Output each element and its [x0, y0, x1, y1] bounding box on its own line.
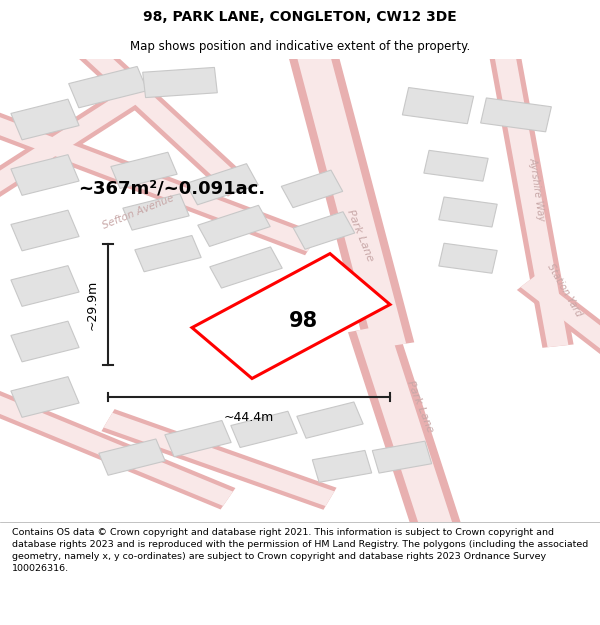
Polygon shape — [135, 236, 201, 272]
Polygon shape — [313, 451, 371, 482]
Polygon shape — [0, 104, 319, 255]
Text: ~44.4m: ~44.4m — [224, 411, 274, 424]
Polygon shape — [186, 164, 258, 205]
Polygon shape — [123, 194, 189, 230]
Polygon shape — [111, 152, 177, 189]
Text: ~29.9m: ~29.9m — [86, 279, 99, 329]
Polygon shape — [210, 247, 282, 288]
Polygon shape — [373, 441, 431, 473]
Polygon shape — [68, 66, 148, 108]
Polygon shape — [231, 411, 297, 447]
Polygon shape — [403, 88, 473, 124]
Polygon shape — [0, 90, 139, 195]
Polygon shape — [0, 107, 317, 252]
Polygon shape — [104, 412, 334, 506]
Polygon shape — [296, 48, 406, 349]
Polygon shape — [11, 321, 79, 362]
Polygon shape — [165, 421, 231, 457]
Text: Park Lane: Park Lane — [405, 379, 435, 434]
Polygon shape — [293, 212, 355, 249]
Polygon shape — [0, 87, 142, 198]
Text: 98, PARK LANE, CONGLETON, CW12 3DE: 98, PARK LANE, CONGLETON, CW12 3DE — [143, 9, 457, 24]
Polygon shape — [488, 48, 574, 348]
Polygon shape — [0, 385, 233, 506]
Polygon shape — [439, 243, 497, 273]
Text: Station Yard: Station Yard — [545, 262, 583, 319]
Polygon shape — [439, 197, 497, 227]
Polygon shape — [82, 45, 248, 194]
Polygon shape — [11, 377, 79, 418]
Polygon shape — [356, 324, 454, 534]
Polygon shape — [494, 49, 568, 348]
Text: Sefton Avenue: Sefton Avenue — [101, 193, 175, 231]
Polygon shape — [481, 98, 551, 132]
Polygon shape — [348, 323, 462, 536]
Polygon shape — [143, 68, 217, 98]
Text: Ayrshire Way: Ayrshire Way — [527, 156, 547, 221]
Polygon shape — [297, 402, 363, 438]
Polygon shape — [11, 99, 79, 140]
Polygon shape — [281, 170, 343, 208]
Polygon shape — [198, 205, 270, 246]
Polygon shape — [424, 151, 488, 181]
Polygon shape — [517, 272, 600, 355]
Polygon shape — [288, 46, 414, 350]
Text: ~367m²/~0.091ac.: ~367m²/~0.091ac. — [78, 180, 265, 198]
Polygon shape — [521, 276, 600, 352]
Polygon shape — [99, 439, 165, 475]
Polygon shape — [11, 266, 79, 306]
Text: Contains OS data © Crown copyright and database right 2021. This information is : Contains OS data © Crown copyright and d… — [12, 528, 588, 573]
Polygon shape — [192, 254, 390, 379]
Text: Park Lane: Park Lane — [345, 208, 375, 262]
Polygon shape — [78, 42, 252, 197]
Polygon shape — [11, 154, 79, 196]
Polygon shape — [101, 409, 337, 510]
Polygon shape — [0, 382, 235, 509]
Text: Map shows position and indicative extent of the property.: Map shows position and indicative extent… — [130, 40, 470, 52]
Text: 98: 98 — [289, 311, 317, 331]
Polygon shape — [11, 210, 79, 251]
